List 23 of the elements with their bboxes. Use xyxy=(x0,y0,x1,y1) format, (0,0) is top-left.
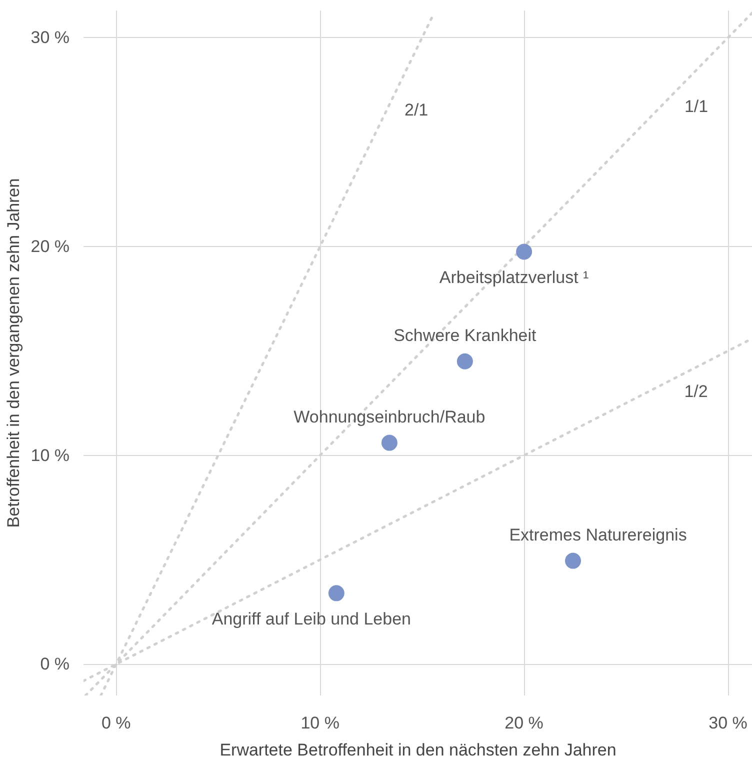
x-axis-title: Erwartete Betroffenheit in den nächsten zehn Jahren xyxy=(220,740,616,760)
x-tick-label: 0 % xyxy=(101,714,131,732)
point xyxy=(516,244,532,260)
x-tick-label: 30 % xyxy=(708,714,748,732)
series-label: 2/1 xyxy=(404,100,428,120)
annotation: Wohnungseinbruch/Raub xyxy=(294,407,486,426)
series-label: 1/2 xyxy=(684,382,708,401)
x-tick-label: 20 % xyxy=(504,714,544,732)
point xyxy=(565,552,582,569)
y-tick-label: 10 % xyxy=(30,446,70,465)
point xyxy=(456,353,473,370)
annotation: Arbeitsplatzverlust ¹ xyxy=(439,268,590,288)
series-label: 1/1 xyxy=(684,97,708,116)
y-axis-title: Betroffenheit in den vergangenen zehn Jahren xyxy=(4,178,23,528)
annotation: Extremes Naturereignis xyxy=(509,525,687,544)
annotation: Angriff auf Leib und Leben xyxy=(212,610,411,629)
x-tick-label: 10 % xyxy=(300,714,340,732)
y-tick-label: 0 % xyxy=(40,654,70,674)
point xyxy=(381,434,398,451)
y-tick-label: 20 % xyxy=(30,236,70,256)
annotation: Schwere Krankheit xyxy=(394,326,537,345)
y-tick-label: 30 % xyxy=(30,28,70,48)
point xyxy=(328,585,344,602)
